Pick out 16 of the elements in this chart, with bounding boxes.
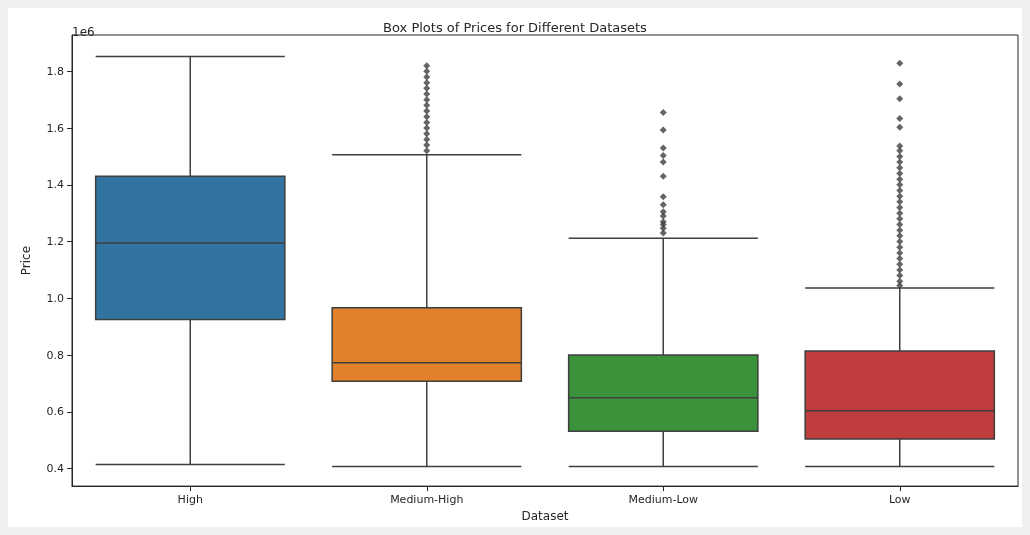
x-axis-title: Dataset	[521, 509, 569, 523]
y-tick-label: 0.6	[46, 405, 64, 419]
y-tick-label: 1.2	[46, 235, 64, 249]
x-tick-label: Low	[888, 493, 911, 507]
y-tick-label: 1.4	[46, 178, 64, 192]
y-tick-label: 0.8	[46, 348, 64, 362]
y-tick-label: 1.0	[46, 291, 64, 305]
x-tick-label: Medium-High	[390, 493, 464, 507]
x-tick-label: High	[177, 493, 203, 507]
x-tick-label: Medium-Low	[628, 493, 699, 507]
chart-title: Box Plots of Prices for Different Datasets	[383, 20, 648, 35]
y-tick-label: 0.4	[46, 462, 64, 476]
y-tick-label: 1.6	[46, 121, 64, 135]
y-tick-label: 1.8	[46, 64, 64, 78]
y-axis-title: Price	[19, 245, 33, 276]
annotation: 1e6	[72, 25, 95, 39]
